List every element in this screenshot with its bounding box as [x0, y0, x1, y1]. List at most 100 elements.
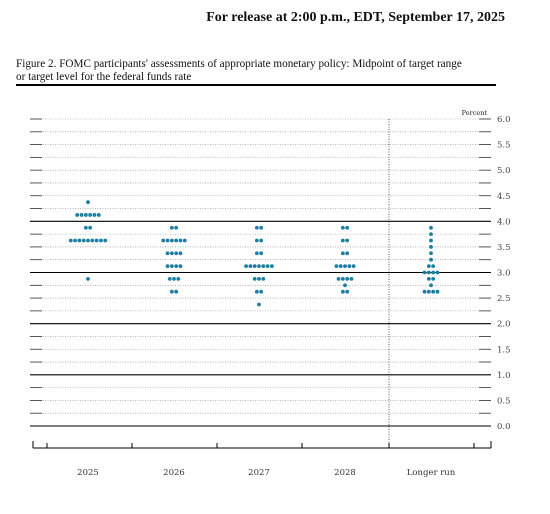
data-dot	[90, 238, 95, 243]
data-dot	[254, 251, 259, 256]
data-dot	[431, 289, 436, 294]
data-dot	[81, 238, 86, 243]
data-dot	[435, 289, 440, 294]
x-category-label: 2025	[77, 468, 99, 478]
title-divider	[16, 84, 496, 86]
y-tick-label: 3.0	[497, 269, 511, 279]
data-dot	[345, 238, 350, 243]
y-tick-label: 4.5	[497, 192, 511, 202]
data-dot	[429, 245, 433, 249]
x-category-label: 2028	[334, 468, 356, 478]
data-dot	[86, 200, 90, 205]
data-dot	[254, 225, 259, 230]
data-dot	[161, 238, 166, 243]
data-dot	[340, 276, 345, 281]
data-dot	[259, 289, 264, 294]
data-dot	[343, 264, 347, 269]
data-dot	[429, 257, 433, 262]
y-tick-label: 6.0	[497, 115, 511, 125]
data-dot	[351, 264, 356, 269]
data-dot	[73, 238, 77, 243]
data-dot	[257, 302, 261, 307]
data-dot	[257, 276, 261, 281]
data-dot	[167, 276, 172, 281]
data-dot	[259, 238, 264, 243]
data-dot	[345, 276, 350, 281]
data-dot	[429, 251, 433, 256]
x-category-label: Longer run	[407, 468, 456, 478]
data-dot	[244, 264, 249, 269]
data-dot	[178, 238, 183, 243]
data-dot	[86, 238, 90, 243]
data-dot	[426, 276, 431, 281]
data-dot	[429, 238, 433, 243]
data-dot	[94, 238, 99, 243]
data-dot	[347, 264, 352, 269]
data-dot	[252, 276, 257, 281]
data-dot	[340, 238, 345, 243]
data-dot	[340, 251, 345, 256]
data-dot	[265, 264, 270, 269]
data-dot	[169, 289, 174, 294]
y-axis-unit-label: Percent	[462, 109, 488, 117]
data-dot	[431, 270, 436, 275]
y-tick-label: 2.5	[497, 294, 511, 304]
data-dot	[254, 289, 259, 294]
data-dot	[165, 251, 170, 256]
data-dot	[172, 276, 176, 281]
data-dot	[338, 264, 343, 269]
data-dot	[429, 225, 433, 230]
y-tick-label: 0.0	[497, 422, 511, 432]
data-dot	[165, 238, 170, 243]
data-dot	[79, 213, 84, 217]
release-notice: For release at 2:00 p.m., EDT, September…	[206, 10, 505, 25]
data-dot	[75, 213, 80, 217]
y-tick-label: 4.0	[497, 217, 511, 227]
data-dot	[261, 276, 266, 281]
data-dot	[261, 264, 266, 269]
data-dot	[343, 283, 347, 288]
figure-title: Figure 2. FOMC participants' assessments…	[16, 58, 496, 84]
data-dot	[426, 264, 431, 269]
data-dot	[169, 225, 174, 230]
data-dot	[349, 276, 354, 281]
data-dot	[178, 264, 183, 269]
data-dot	[422, 270, 427, 275]
y-tick-label: 0.5	[497, 396, 511, 406]
data-dot	[270, 264, 274, 269]
y-tick-label: 1.0	[497, 371, 511, 381]
data-dot	[345, 225, 350, 230]
data-dot	[178, 251, 183, 256]
data-dot	[174, 225, 179, 230]
data-dot	[254, 238, 259, 243]
data-dot	[169, 238, 174, 243]
data-dot	[103, 238, 108, 243]
data-dot	[426, 270, 431, 275]
data-dot	[174, 264, 179, 269]
data-dot	[426, 289, 431, 294]
figure-title-line-1: Figure 2. FOMC participants' assessments…	[16, 58, 462, 70]
data-dot	[422, 289, 427, 294]
data-dot	[83, 225, 88, 230]
data-dot	[336, 276, 341, 281]
data-dot	[83, 213, 88, 217]
data-dot	[174, 238, 179, 243]
y-tick-label: 1.5	[497, 345, 511, 355]
y-tick-label: 5.0	[497, 166, 511, 176]
figure-title-line-2: or target level for the federal funds ra…	[16, 71, 192, 83]
data-dot	[77, 238, 82, 243]
data-dot	[429, 283, 433, 288]
data-dot	[345, 289, 350, 294]
data-dot	[176, 276, 181, 281]
data-dot	[259, 225, 264, 230]
data-dot	[99, 238, 103, 243]
data-dot	[165, 264, 170, 269]
data-dot	[345, 251, 350, 256]
data-dot	[92, 213, 97, 217]
data-dot	[431, 264, 436, 269]
y-tick-label: 3.5	[497, 243, 511, 253]
data-dot	[174, 289, 179, 294]
data-dot	[429, 232, 433, 237]
y-tick-label: 2.0	[497, 320, 511, 330]
